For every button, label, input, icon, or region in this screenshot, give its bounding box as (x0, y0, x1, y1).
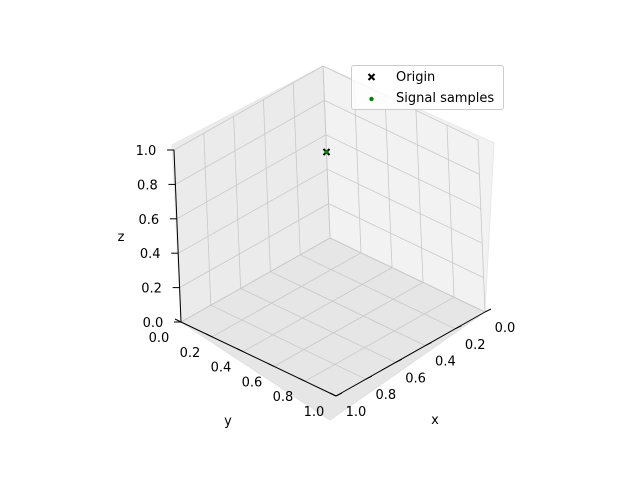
grid-line (180, 237, 331, 323)
grid-line (242, 267, 393, 352)
tick-labels: 0.0 0.2 0.4 0.6 0.8 1.0 0.0 0.2 0.4 0.6 0.8 1.0 0.0 0… (136, 144, 516, 420)
y-tick-label: 0.2 (180, 346, 201, 361)
grid-line (270, 271, 426, 346)
z-tick-label: 0.0 (143, 316, 164, 331)
legend-label-signal-samples: Signal samples (396, 91, 495, 106)
axes (167, 149, 492, 397)
y-tick (267, 362, 275, 367)
grid-line (173, 65, 324, 151)
z-tick-label: 1.0 (136, 144, 157, 159)
grid-line (179, 203, 329, 288)
y-tick-label: 0.4 (211, 361, 232, 376)
legend-entry-signal-samples: Signal samples (352, 89, 503, 109)
legend-label-origin: Origin (396, 70, 436, 85)
z-axis-label: z (118, 230, 125, 245)
grid-line (446, 125, 455, 298)
z-tick-label: 0.6 (138, 213, 159, 228)
x-tick-label: 0.8 (375, 388, 396, 403)
grid-line (384, 95, 393, 268)
y-axis-label: y (224, 414, 232, 429)
y-tick (236, 348, 244, 353)
z-tick-label: 0.8 (137, 178, 158, 193)
grid-line (329, 237, 486, 313)
grid-line (328, 203, 484, 278)
grid-line (324, 100, 480, 175)
grid-line (178, 168, 328, 254)
x-axis-label: x (431, 413, 439, 428)
x-tick-label: 0.0 (495, 321, 516, 336)
x-tick-label: 0.6 (405, 371, 426, 386)
grid-line (415, 110, 424, 283)
x-tick-label: 0.2 (465, 338, 486, 353)
signal-sample-point (324, 150, 329, 154)
x-tick-label: 1.0 (346, 405, 367, 420)
y-tick-label: 1.0 (304, 405, 325, 420)
grid-line (273, 282, 424, 367)
x-marker-icon (367, 73, 376, 81)
z-tick-label: 0.4 (140, 247, 161, 262)
grid-line (210, 304, 366, 380)
x-tick (365, 375, 373, 380)
legend: Origin Signal samples (351, 65, 504, 110)
grid-line (327, 168, 483, 244)
x-tick (425, 342, 432, 347)
grid-line (203, 133, 212, 306)
y-tick (329, 392, 337, 397)
grid-line (175, 100, 325, 185)
y-tick-label: 0.0 (149, 331, 170, 346)
grid-line (211, 252, 362, 338)
grid-line (263, 99, 271, 272)
dot-marker-icon (369, 96, 374, 102)
z-axis-line (173, 149, 182, 323)
legend-entry-origin: Origin (352, 68, 503, 88)
grid-line (176, 134, 326, 220)
y-tick-label: 0.8 (273, 390, 294, 405)
grid-line (233, 116, 241, 289)
grid-line (240, 288, 396, 363)
grid-line (477, 139, 486, 313)
grid-line (300, 254, 456, 330)
y-tick (205, 333, 213, 338)
z-tick-label: 0.2 (141, 282, 162, 297)
x-tick (484, 308, 492, 313)
x-tick (454, 325, 462, 330)
x-tick (335, 392, 343, 397)
x-tick (395, 358, 402, 363)
grid-line (292, 82, 301, 255)
y-tick (298, 377, 306, 382)
data-marks (322, 148, 331, 156)
y-tick-label: 0.6 (242, 375, 263, 390)
x-tick-label: 0.4 (435, 355, 456, 370)
grid-line (325, 134, 481, 210)
grid-line (304, 296, 455, 382)
